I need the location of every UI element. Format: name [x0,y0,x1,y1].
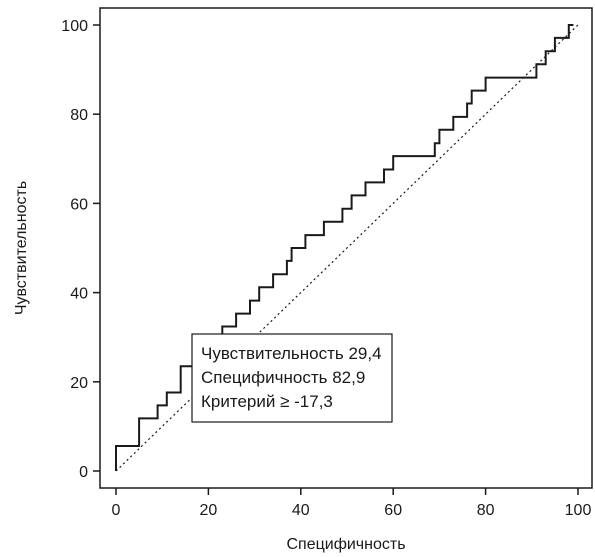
y-axis-label: Чувствительность [13,181,30,315]
annotation-line-sensitivity: Чувствительность 29,4 [201,344,382,363]
x-tick-label: 20 [200,502,218,519]
annotation-line-criterion: Критерий ≥ -17,3 [201,392,333,411]
annotation-line-specificity: Специфичность 82,9 [201,368,365,387]
annotation-box: Чувствительность 29,4 Специфичность 82,9… [191,333,393,423]
x-axis-label: Специфичность [286,536,405,553]
reference-diagonal [115,24,579,472]
x-axis-ticks: 0 20 40 60 80 100 [112,488,592,519]
y-tick-label: 80 [70,107,88,124]
y-tick-label: 60 [70,196,88,213]
x-tick-label: 40 [292,502,310,519]
x-tick-label: 100 [565,502,592,519]
y-tick-label: 20 [70,375,88,392]
y-tick-label: 0 [79,464,88,481]
y-axis-ticks: 0 20 40 60 80 100 [61,18,100,481]
x-tick-label: 60 [384,502,402,519]
plot-frame [99,7,593,489]
x-tick-label: 80 [477,502,495,519]
y-tick-label: 100 [61,18,88,35]
x-tick-label: 0 [112,502,121,519]
y-tick-label: 40 [70,286,88,303]
